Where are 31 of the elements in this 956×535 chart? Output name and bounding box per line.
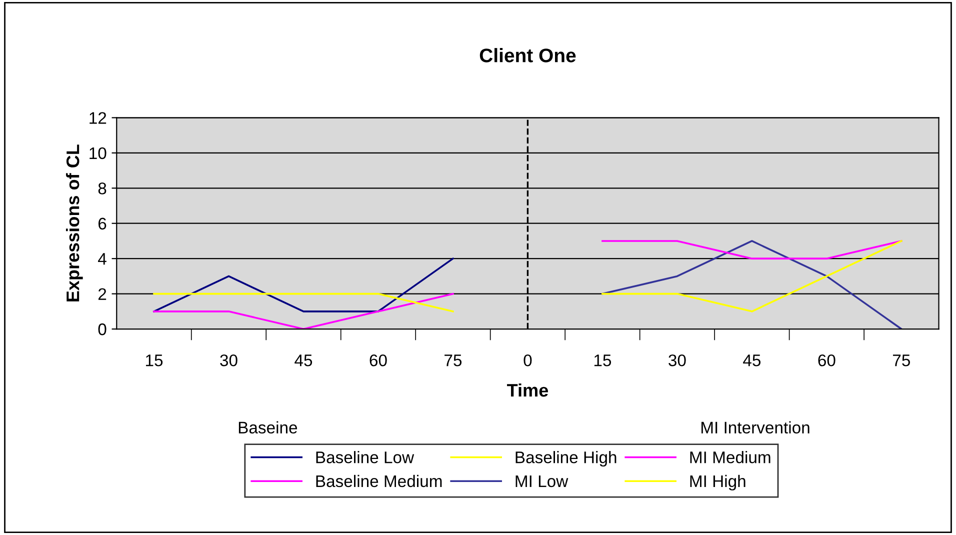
- legend-label: Baseline Low: [316, 451, 414, 464]
- x-tick-label: 75: [444, 354, 462, 366]
- line-series: [602, 240, 902, 330]
- x-tick-label: 60: [370, 354, 387, 366]
- text: Baseine: [238, 421, 298, 434]
- y-tick-label: 2: [98, 288, 106, 300]
- x-tick-label: 45: [294, 354, 312, 366]
- x-tick-label: 0: [524, 354, 532, 366]
- legend-label: MI Low: [516, 476, 568, 488]
- y-axis-title: Expressions of CL: [66, 144, 83, 302]
- legend-label: MI Medium: [690, 451, 770, 464]
- line-series: [602, 240, 902, 312]
- legend-label: MI High: [690, 474, 746, 490]
- x-tick-label: 60: [818, 354, 836, 366]
- y-tick-label: 8: [98, 182, 106, 194]
- x-tick-label: 30: [220, 354, 238, 366]
- chart-title: Client One: [480, 48, 576, 62]
- x-tick-label: 15: [146, 354, 163, 366]
- y-tick-label: 0: [98, 323, 106, 336]
- legend-label: Baseline High: [516, 451, 616, 467]
- x-tick-label: 75: [893, 354, 910, 366]
- y-tick-label: 6: [98, 218, 106, 230]
- y-tick-label: 4: [98, 253, 106, 265]
- x-tick-label: 45: [743, 354, 761, 366]
- y-tick-label: 10: [90, 147, 106, 160]
- legend-label: Baseline Medium: [316, 474, 442, 488]
- x-axis-title: Time: [507, 383, 548, 397]
- y-tick-label: 12: [90, 112, 106, 124]
- x-tick-label: 30: [668, 354, 686, 366]
- x-tick-label: 15: [594, 354, 612, 366]
- text: MI Intervention: [701, 421, 810, 434]
